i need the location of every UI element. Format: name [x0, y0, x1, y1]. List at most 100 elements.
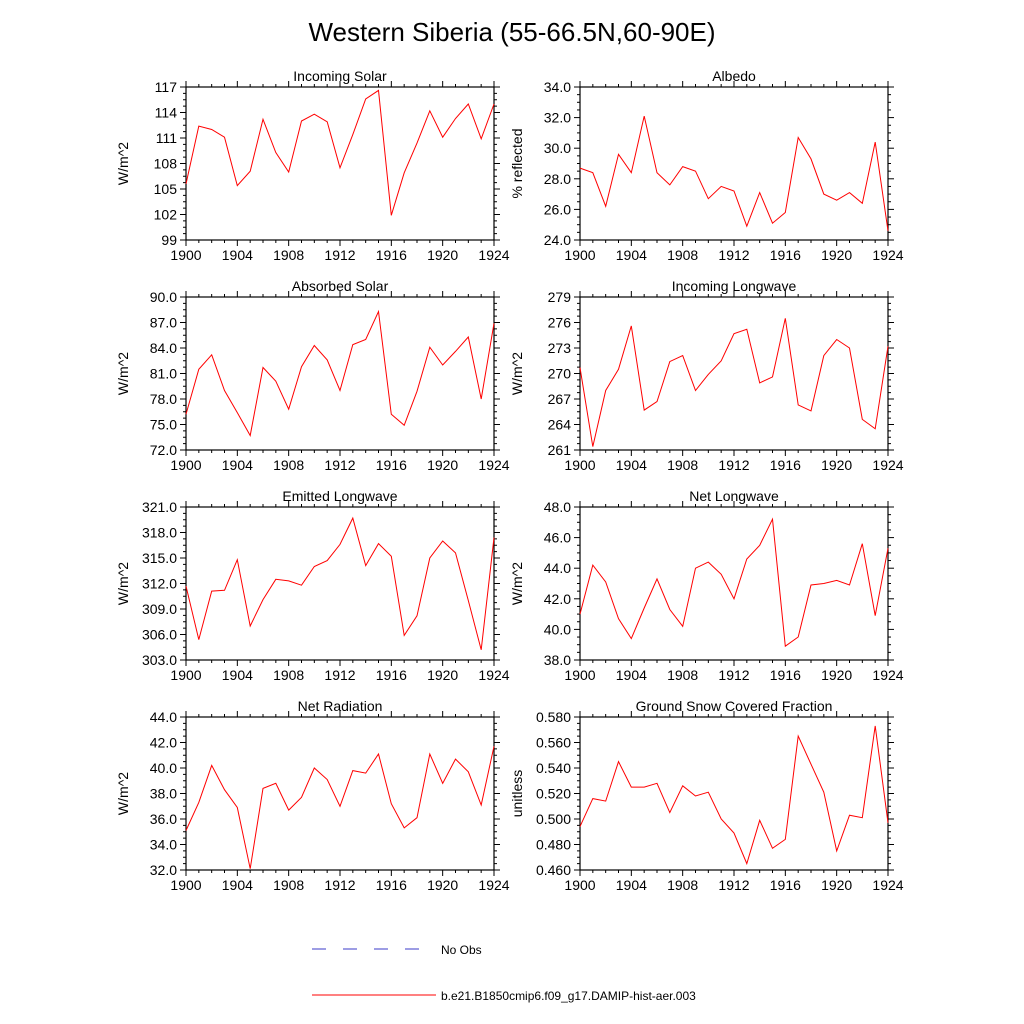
x-tick-label: 1924: [478, 877, 509, 893]
x-tick-label: 1908: [667, 877, 698, 893]
chart-panel-net-radiation: Net Radiation W/m^2 32.0 34.0 36.0 38.0 40.0 42…: [115, 698, 510, 893]
y-tick-label: 0.560: [536, 735, 571, 751]
x-tick-label: 1924: [872, 457, 903, 473]
x-tick-label: 1916: [770, 877, 801, 893]
x-tick-label: 1920: [821, 247, 852, 263]
y-tick-label: 0.540: [536, 760, 571, 776]
series-line-model: [579, 115, 889, 231]
y-axis-label: W/m^2: [115, 562, 131, 605]
x-tick-label: 1920: [427, 877, 458, 893]
x-tick-label: 1908: [667, 457, 698, 473]
chart-panel-incoming-solar: Incoming Solar W/m^2 99 102 105 108 111 114 117 1…: [115, 68, 510, 263]
y-tick-label: 315.0: [142, 550, 177, 566]
y-tick-label: 105: [154, 181, 178, 197]
x-tick-label: 1912: [324, 877, 355, 893]
x-tick-label: 1904: [222, 667, 253, 683]
y-tick-label: 0.520: [536, 786, 571, 802]
panel-title: Emitted Longwave: [282, 488, 397, 504]
x-tick-label: 1924: [872, 247, 903, 263]
series-line-model: [579, 725, 889, 866]
y-tick-label: 279: [548, 289, 572, 305]
x-tick-label: 1924: [872, 877, 903, 893]
plot-frame: [185, 86, 495, 241]
y-axis-label: W/m^2: [115, 772, 131, 815]
x-tick-label: 1924: [478, 667, 509, 683]
y-tick-label: 44.0: [544, 560, 571, 576]
y-tick-label: 318.0: [142, 525, 177, 541]
series-line-model: [185, 89, 495, 216]
y-tick-label: 90.0: [150, 289, 177, 305]
y-tick-label: 38.0: [150, 786, 177, 802]
plot-frame: [579, 296, 889, 451]
x-tick-label: 1912: [718, 247, 749, 263]
x-tick-label: 1912: [718, 667, 749, 683]
y-tick-label: 108: [154, 156, 178, 172]
x-tick-label: 1912: [718, 877, 749, 893]
x-tick-label: 1920: [821, 667, 852, 683]
y-tick-label: 312.0: [142, 576, 177, 592]
y-tick-label: 102: [154, 207, 178, 223]
y-axis-label: W/m^2: [509, 562, 525, 605]
y-tick-label: 111: [156, 130, 177, 146]
x-tick-label: 1900: [170, 457, 201, 473]
y-tick-label: 0.480: [536, 837, 571, 853]
series-line-model: [185, 309, 495, 437]
x-tick-label: 1924: [872, 667, 903, 683]
chart-panel-albedo: Albedo % reflected 24.0 26.0 28.0 30.0 32.0 34.…: [509, 68, 904, 263]
legend-label-no-obs: No Obs: [441, 943, 482, 957]
x-tick-label: 1908: [273, 457, 304, 473]
x-tick-label: 1908: [273, 247, 304, 263]
x-tick-label: 1908: [273, 667, 304, 683]
panel-title: Ground Snow Covered Fraction: [636, 698, 833, 714]
x-tick-label: 1904: [616, 667, 647, 683]
x-tick-label: 1920: [427, 667, 458, 683]
x-tick-label: 1900: [564, 667, 595, 683]
y-tick-label: 306.0: [142, 627, 177, 643]
y-tick-label: 34.0: [544, 79, 571, 95]
chart-panel-ground-snow-covered-fraction: Ground Snow Covered Fraction unitless 0.46…: [509, 698, 904, 893]
y-tick-label: 26.0: [544, 201, 571, 217]
x-tick-label: 1912: [718, 457, 749, 473]
x-tick-label: 1900: [564, 877, 595, 893]
x-tick-label: 1912: [324, 247, 355, 263]
panel-grid: Incoming Solar W/m^2 99 102 105 108 111 114 117 1…: [115, 68, 904, 893]
chart-panel-absorbed-solar: Absorbed Solar W/m^2 72.0 75.0 78.0 81.0 84.0 8…: [115, 278, 510, 473]
figure-title: Western Siberia (55-66.5N,60-90E): [308, 17, 715, 47]
y-tick-label: 81.0: [150, 366, 177, 382]
y-tick-label: 267: [548, 391, 572, 407]
y-tick-label: 40.0: [544, 621, 571, 637]
x-tick-label: 1916: [770, 667, 801, 683]
series-line-model: [579, 318, 889, 447]
x-tick-label: 1916: [770, 457, 801, 473]
legend-label-model: b.e21.B1850cmip6.f09_g17.DAMIP-hist-aer.…: [441, 989, 696, 1003]
x-tick-label: 1900: [170, 877, 201, 893]
x-tick-label: 1904: [222, 457, 253, 473]
x-tick-label: 1924: [478, 457, 509, 473]
y-tick-label: 87.0: [150, 315, 177, 331]
x-tick-label: 1904: [222, 877, 253, 893]
x-tick-label: 1916: [376, 247, 407, 263]
y-axis-label: W/m^2: [115, 142, 131, 185]
x-tick-label: 1912: [324, 667, 355, 683]
x-tick-label: 1908: [273, 877, 304, 893]
y-tick-label: 40.0: [150, 760, 177, 776]
y-tick-label: 114: [155, 105, 178, 121]
chart-panel-emitted-longwave: Emitted Longwave W/m^2 303.0 306.0 309.0 312.…: [115, 488, 510, 683]
x-tick-label: 1904: [616, 457, 647, 473]
chart-panel-incoming-longwave: Incoming Longwave W/m^2 261 264 267 270 273 276…: [509, 278, 904, 473]
y-tick-label: 264: [548, 417, 572, 433]
y-tick-label: 46.0: [544, 530, 571, 546]
x-tick-label: 1908: [667, 247, 698, 263]
plot-frame: [185, 716, 495, 871]
y-tick-label: 270: [548, 366, 572, 382]
y-tick-label: 309.0: [142, 601, 177, 617]
x-tick-label: 1920: [821, 877, 852, 893]
x-tick-label: 1916: [376, 877, 407, 893]
y-tick-label: 44.0: [150, 709, 177, 725]
y-axis-label: unitless: [509, 770, 525, 817]
y-tick-label: 0.460: [536, 862, 571, 878]
y-tick-label: 32.0: [544, 110, 571, 126]
y-tick-label: 117: [155, 79, 178, 95]
panel-title: Incoming Longwave: [672, 278, 797, 294]
